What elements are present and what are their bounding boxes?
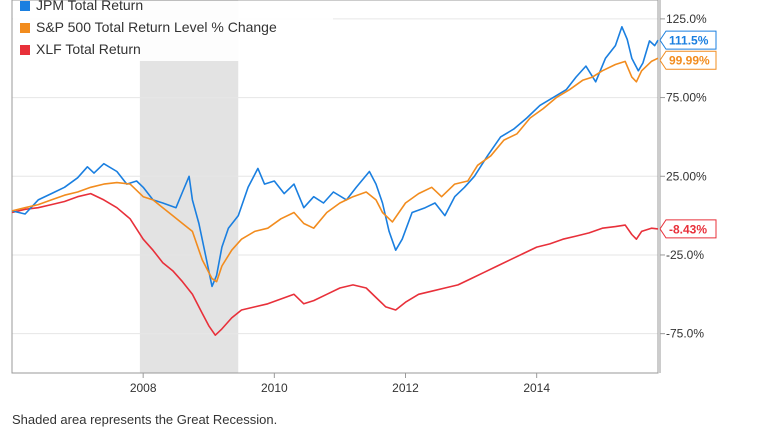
legend-swatch [20,1,30,11]
series-line-0 [11,26,659,288]
end-value-text: 99.99% [669,54,710,68]
legend: JPM Total Return S&P 500 Total Return Lev… [13,0,333,61]
end-value-box [659,219,717,239]
y-tick-label: 25.00% [666,169,707,183]
end-value-text: -8.43% [669,222,707,236]
y-tick-label: -25.0% [666,248,704,262]
x-tick-label: 2014 [523,381,550,395]
recession-shading [139,0,239,373]
series-line-2 [11,192,659,336]
end-value-box [659,30,717,50]
legend-label: S&P 500 Total Return Level % Change [36,19,277,35]
end-value-label-1: 99.99% [659,50,717,70]
legend-background [13,1,333,61]
y-tick-label: 125.0% [666,12,707,26]
x-tick-label: 2010 [261,381,288,395]
x-tick-label: 2008 [130,381,157,395]
legend-label: JPM Total Return [36,0,143,13]
x-tick-label: 2012 [392,381,419,395]
series-line-1 [11,57,659,283]
end-value-label-2: -8.43% [659,219,717,239]
end-value-box [659,50,717,70]
y-tick-label: -75.0% [666,327,704,341]
plot-area [12,0,658,373]
legend-swatch [20,23,30,33]
plot-border [11,0,659,374]
y-tick-label: 75.00% [666,91,707,105]
end-value-text: 111.5% [669,34,709,48]
chart-footnote: Shaded area represents the Great Recessi… [12,412,278,427]
end-value-label-0: 111.5% [659,30,717,50]
legend-swatch [20,45,30,55]
legend-label: XLF Total Return [36,41,141,57]
